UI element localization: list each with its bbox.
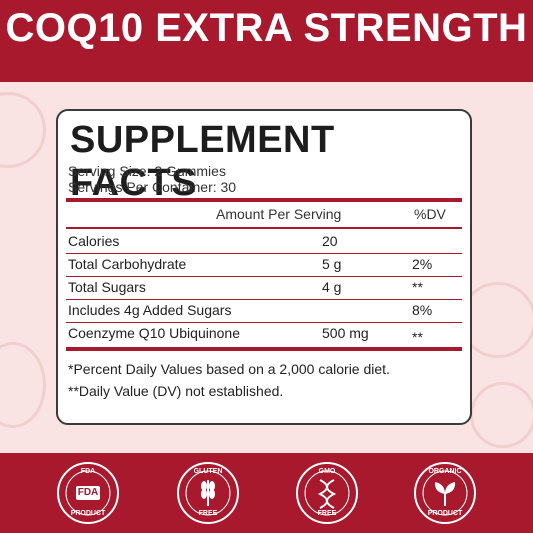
dna-icon <box>304 470 350 516</box>
nutrient-dv: ** <box>412 329 423 345</box>
col-amount-header: Amount Per Serving <box>216 206 342 222</box>
nutrient-name: Includes 4g Added Sugars <box>68 302 232 318</box>
badge-top-text: ORGANIC <box>428 468 462 475</box>
badge-bottom-text: FREE <box>317 510 337 517</box>
servings-per-container: Servings Per Container: 30 <box>68 179 237 195</box>
fda-badge: FDA FDA PRODUCT <box>57 462 119 524</box>
divider <box>66 227 462 229</box>
decor-heart-icon <box>0 92 46 168</box>
badge-top-text: GMO <box>318 468 336 475</box>
table-row: Calories 20 <box>66 231 462 254</box>
table-row: Total Sugars 4 g ** <box>66 277 462 300</box>
badge-center-text: FDA <box>77 487 99 498</box>
leaf-icon <box>422 470 468 516</box>
nutrient-amount: 4 g <box>322 279 342 295</box>
gmo-free-badge: GMO FREE <box>296 462 358 524</box>
nutrient-dv: 2% <box>412 256 433 272</box>
footnote-dv: *Percent Daily Values based on a 2,000 c… <box>68 361 390 377</box>
wheat-icon <box>185 470 231 516</box>
col-dv-header: %DV <box>414 206 446 222</box>
nutrient-name: Calories <box>68 233 120 249</box>
decor-heart-icon <box>470 382 533 448</box>
divider-thick <box>66 198 462 202</box>
badge-bottom-text: PRODUCT <box>427 510 463 517</box>
nutrient-name: Total Carbohydrate <box>68 256 187 272</box>
nutrient-dv: 8% <box>412 302 433 318</box>
header-band <box>0 0 533 82</box>
table-row: Total Carbohydrate 5 g 2% <box>66 254 462 277</box>
table-row: Coenzyme Q10 Ubiquinone 500 mg ** <box>66 323 462 351</box>
badge-top-text: FDA <box>80 468 96 475</box>
badge-bottom-text: PRODUCT <box>70 510 106 517</box>
fda-icon <box>65 470 111 516</box>
nutrient-dv: ** <box>412 279 423 295</box>
badge-bottom-text: FREE <box>198 510 218 517</box>
nutrient-name: Total Sugars <box>68 279 146 295</box>
product-title: COQ10 EXTRA STRENGTH <box>5 6 528 50</box>
badge-top-text: GLUTEN <box>193 468 223 475</box>
serving-size: Serving Size: 2 Gummies <box>68 163 226 179</box>
decor-heart-icon <box>0 342 46 428</box>
gluten-free-badge: GLUTEN FREE <box>177 462 239 524</box>
nutrient-amount: 5 g <box>322 256 342 272</box>
footnote-not-established: **Daily Value (DV) not established. <box>68 383 284 399</box>
nutrient-amount: 500 mg <box>322 325 369 341</box>
nutrient-amount: 20 <box>322 233 338 249</box>
organic-badge: ORGANIC PRODUCT <box>414 462 476 524</box>
facts-title: SUPPLEMENT FACTS <box>70 119 335 204</box>
nutrient-name: Coenzyme Q10 Ubiquinone <box>68 325 240 341</box>
table-row: Includes 4g Added Sugars 8% <box>66 300 462 323</box>
supplement-facts-panel: SUPPLEMENT FACTS Serving Size: 2 Gummies… <box>56 109 472 425</box>
